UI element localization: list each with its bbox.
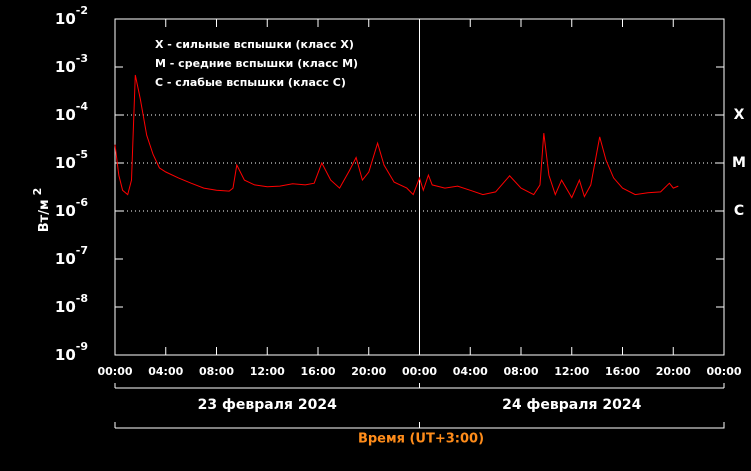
y-tick-label: 10-8 (55, 292, 88, 316)
y-tick-label: 10-7 (55, 244, 88, 268)
x-tick-label: 12:00 (250, 365, 285, 378)
y-tick-exp: -6 (76, 196, 89, 209)
x-tick-label: 16:00 (300, 365, 335, 378)
level-label: X (734, 107, 745, 123)
x-tick-label: 00:00 (402, 365, 437, 378)
x-tick-label: 04:00 (148, 365, 183, 378)
date-label: 23 февраля 2024 (198, 397, 337, 413)
y-tick-label: 10-6 (55, 196, 88, 220)
y-axis-title-sup: 2 (31, 188, 44, 196)
y-tick-base: 10 (55, 202, 76, 220)
y-tick-base: 10 (55, 58, 76, 76)
y-axis-title-text: Вт/м (37, 199, 52, 232)
y-axis-title: Вт/м 2 (31, 188, 52, 232)
x-tick-label: 08:00 (503, 365, 538, 378)
x-tick-label: 16:00 (605, 365, 640, 378)
x-tick-label: 20:00 (351, 365, 386, 378)
y-tick-exp: -4 (76, 100, 89, 113)
y-tick-exp: -8 (76, 292, 88, 305)
x-tick-label: 12:00 (554, 365, 589, 378)
legend-entry: C - слабые вспышки (класс C) (155, 76, 346, 89)
y-tick-base: 10 (55, 346, 76, 364)
y-tick-label: 10-2 (55, 4, 88, 28)
y-tick-exp: -5 (76, 148, 88, 161)
y-tick-base: 10 (55, 10, 76, 28)
x-axis-title: Время (UT+3:00) (358, 432, 484, 447)
y-tick-base: 10 (55, 106, 76, 124)
y-tick-label: 10-3 (55, 52, 88, 76)
x-tick-label: 08:00 (199, 365, 234, 378)
level-label: M (732, 155, 746, 171)
level-label: C (734, 203, 744, 219)
date-label: 24 февраля 2024 (502, 397, 641, 413)
y-tick-exp: -9 (76, 340, 88, 353)
x-tick-label: 04:00 (453, 365, 488, 378)
y-tick-label: 10-9 (55, 340, 88, 364)
y-tick-exp: -7 (76, 244, 88, 257)
y-tick-base: 10 (55, 154, 76, 172)
legend-entry: X - сильные вспышки (класс X) (155, 38, 354, 51)
x-tick-label: 00:00 (706, 365, 741, 378)
y-tick-label: 10-5 (55, 148, 88, 172)
legend-entry: M - средние вспышки (класс M) (155, 57, 358, 70)
x-tick-label: 20:00 (656, 365, 691, 378)
date-bracket (114, 383, 725, 429)
flux-line (114, 74, 679, 199)
y-tick-base: 10 (55, 298, 76, 316)
x-tick-label: 00:00 (97, 365, 132, 378)
y-tick-label: 10-4 (55, 100, 88, 124)
y-tick-base: 10 (55, 250, 76, 268)
y-tick-exp: -3 (76, 52, 88, 65)
y-tick-exp: -2 (76, 4, 88, 17)
